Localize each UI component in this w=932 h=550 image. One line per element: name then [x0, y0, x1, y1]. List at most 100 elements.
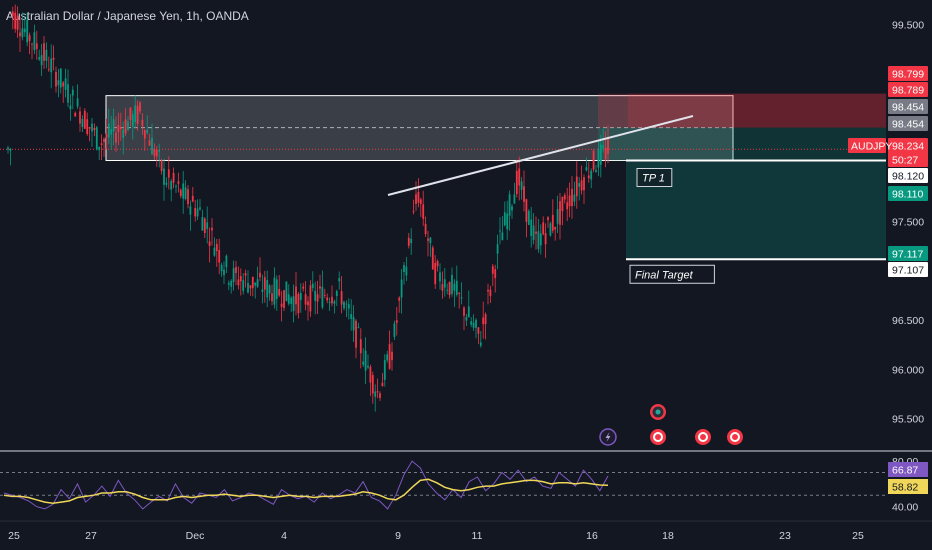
final-target-box: Final Target [629, 264, 715, 284]
candle-body [571, 188, 573, 207]
candle-body [434, 262, 437, 285]
candle-body [88, 126, 91, 129]
time-tick-label: 11 [472, 530, 483, 542]
candle-body [110, 128, 113, 135]
candle-body [256, 279, 259, 287]
candle-body [40, 55, 43, 66]
candle-body [302, 286, 305, 289]
candle-body [86, 119, 89, 135]
candle-body [100, 143, 103, 145]
candle-body [45, 49, 48, 61]
candle-body [50, 58, 53, 73]
candle-body [290, 297, 293, 304]
candle-body [206, 222, 209, 229]
candle-body [340, 291, 343, 305]
candle-body [223, 269, 225, 276]
candle-body [597, 149, 600, 168]
time-axis[interactable]: 25 27 Dec 4 9 11 16 18 23 25 [8, 530, 864, 542]
candle-body [232, 268, 235, 283]
candle-body [511, 206, 513, 211]
price-badge-bg [888, 246, 928, 261]
candle-body [431, 247, 434, 270]
candle-body [455, 280, 458, 295]
tp1-label: TP 1 [642, 173, 665, 185]
candle-body [405, 266, 408, 276]
candle-body [35, 43, 38, 49]
candle-body [590, 170, 593, 180]
chart-title: Australian Dollar / Japanese Yen, 1h, OA… [6, 9, 249, 23]
time-tick-label: 27 [85, 530, 97, 542]
drawings[interactable]: TP 1 Final Target [387, 115, 886, 284]
candle-body [271, 293, 273, 302]
price-tick-label: 95.500 [892, 413, 924, 425]
candle-body [203, 218, 206, 233]
candle-body [391, 351, 393, 361]
price-badge-text: 98.454 [892, 119, 924, 131]
candle-body [23, 28, 26, 33]
candle-body [62, 82, 65, 87]
candle-body [91, 123, 93, 132]
candle-body [371, 375, 374, 394]
price-badge: 97.117 [888, 246, 928, 261]
candle-body [359, 339, 362, 354]
economic-event-icon[interactable] [727, 429, 743, 445]
candle-body [93, 127, 96, 131]
final-target-label: Final Target [635, 269, 694, 281]
candle-body [355, 320, 357, 348]
price-badge-bg [888, 82, 928, 97]
rsi-signal-line [3, 478, 609, 504]
candle-body [479, 342, 482, 346]
trendline [387, 115, 694, 196]
candle-body [182, 183, 185, 199]
candle-body [547, 217, 549, 221]
candle-body [79, 111, 81, 124]
economic-event-icon[interactable] [695, 429, 711, 445]
time-tick-label: 4 [281, 530, 287, 542]
candle-body [527, 210, 530, 225]
candle-body [165, 182, 168, 185]
candle-body [124, 119, 127, 134]
candle-body [199, 207, 201, 210]
price-badge-text: 98.799 [892, 69, 924, 81]
event-markers[interactable] [599, 404, 743, 446]
rsi-line [3, 460, 609, 510]
candle-body [463, 307, 465, 316]
candle-body [561, 196, 564, 212]
candle-body [297, 294, 300, 314]
candle-body [211, 227, 213, 231]
rsi-value-text: 66.87 [892, 465, 918, 477]
price-badge-bg [888, 186, 928, 201]
candle-body [364, 350, 367, 371]
candle-body [31, 43, 33, 45]
candle-body [554, 226, 557, 230]
price-badge-text: 98.234 [892, 141, 924, 153]
rsi-signal-badge-bg [888, 479, 928, 494]
candle-body [179, 189, 182, 196]
candle-body [580, 180, 583, 191]
price-tick-label: 96.500 [892, 315, 924, 327]
stop-loss-zone [598, 93, 886, 128]
candle-body [573, 194, 576, 202]
candle-body [153, 149, 156, 157]
lightning-event-icon[interactable] [599, 428, 617, 446]
economic-event-icon[interactable] [650, 429, 666, 445]
economic-event-dot [655, 434, 661, 440]
countdown-badge-bg [888, 152, 928, 167]
price-badge-text: 98.110 [892, 189, 923, 201]
candle-body [278, 288, 281, 296]
candle-body [28, 35, 31, 42]
candle-body [304, 294, 307, 305]
flag-event-icon[interactable] [650, 404, 666, 420]
candle-body [184, 187, 187, 199]
candle-body [170, 180, 173, 190]
candle-body [95, 127, 98, 150]
candle-body [403, 265, 405, 272]
candle-body [472, 322, 475, 328]
price-badge: 98.799 [888, 66, 928, 81]
candle-body [215, 243, 218, 252]
candle-body [275, 279, 278, 299]
candle-body [602, 145, 605, 149]
candle-body [323, 295, 326, 296]
candle-body [33, 32, 36, 51]
